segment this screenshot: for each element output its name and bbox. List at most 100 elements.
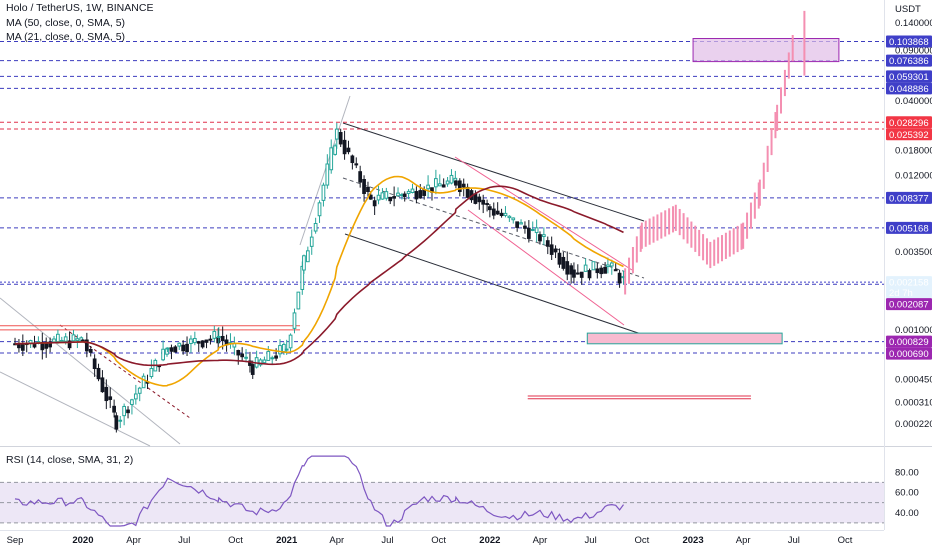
time-tick-label: Apr — [736, 535, 751, 546]
level-tag-label-6: 0.008377 — [889, 193, 929, 204]
level-tag-label-7: 0.005168 — [889, 223, 929, 234]
candle — [181, 344, 186, 352]
price-tick-label: 0.140000 — [895, 18, 932, 29]
candle — [67, 340, 72, 349]
candle — [477, 196, 482, 203]
candle — [346, 147, 351, 153]
candle — [212, 330, 217, 339]
candle — [485, 203, 489, 206]
candle — [426, 184, 430, 190]
price-tick-label: 0.040000 — [895, 96, 932, 107]
candle — [515, 221, 520, 228]
candle — [530, 228, 535, 231]
rsi-pane[interactable]: 80.00 60.00 40.00 — [0, 455, 919, 527]
time-tick-label: Jul — [178, 535, 190, 546]
level-tag-label-2: 0.059301 — [889, 72, 929, 83]
candle — [617, 272, 622, 284]
candle — [278, 345, 282, 355]
candle — [161, 348, 165, 361]
candle — [92, 358, 97, 370]
rsi-legend: RSI (14, close, SMA, 31, 2) — [6, 454, 134, 466]
level-tag-9 — [886, 298, 932, 311]
price-tick-label: 0.012000 — [895, 171, 932, 182]
candle — [196, 341, 201, 344]
candle — [366, 186, 370, 193]
candle — [329, 147, 334, 171]
time-tick-label: Oct — [228, 535, 243, 546]
candle — [334, 128, 339, 140]
candle — [250, 364, 255, 375]
candle — [56, 333, 60, 343]
candle — [81, 339, 85, 342]
level-tag-2 — [886, 70, 932, 83]
price-tick-label: 0.000220 — [895, 419, 932, 430]
pink-channel-bottom — [467, 209, 625, 326]
candle — [603, 266, 607, 274]
candle — [96, 367, 101, 380]
time-tick-label: Jul — [788, 535, 800, 546]
time-tick-label: 2020 — [72, 535, 93, 546]
candle — [599, 267, 604, 275]
candle — [579, 271, 584, 278]
rsi-line — [14, 455, 624, 527]
candle — [270, 357, 275, 360]
level-tag-7 — [886, 221, 932, 234]
candle — [457, 180, 462, 192]
level-tag-label-0: 0.103868 — [889, 37, 929, 48]
time-tick-label: Oct — [431, 535, 446, 546]
time-tick-label: Apr — [126, 535, 141, 546]
candle — [491, 208, 496, 216]
candle — [200, 340, 205, 348]
candle — [542, 234, 546, 238]
candle — [519, 222, 523, 225]
candle — [137, 387, 142, 394]
chart-title-legend: Holo / TetherUS, 1W, BINANCE — [6, 2, 154, 14]
time-tick-label: 2022 — [479, 535, 500, 546]
candle — [473, 193, 478, 204]
descending-channel-top — [342, 122, 645, 222]
candle — [354, 163, 359, 166]
time-tick-label: 2023 — [682, 535, 703, 546]
time-tick-label: Sep — [7, 535, 24, 546]
time-tick-label: Apr — [329, 535, 344, 546]
candle — [292, 312, 297, 329]
channel-2019-top — [0, 297, 181, 445]
candle — [499, 212, 504, 217]
candle — [122, 405, 127, 417]
ma21-line — [14, 175, 624, 387]
level-tag-5 — [886, 128, 932, 141]
candle — [248, 360, 252, 366]
price-tick-label: 0.018000 — [895, 145, 932, 156]
candle — [126, 409, 130, 414]
candle — [333, 145, 337, 155]
level-tag-label-9: 0.002087 — [889, 300, 929, 311]
candle — [495, 210, 500, 215]
price-axis[interactable]: 0.140000 0.090000 0.040000 0.018000 0.012000… — [884, 0, 932, 530]
candle — [118, 419, 123, 422]
candle — [441, 184, 446, 188]
candle — [572, 269, 576, 278]
candle — [63, 336, 68, 342]
candle — [133, 393, 138, 400]
level-tag-10 — [886, 335, 932, 348]
candle — [208, 338, 213, 341]
candle — [549, 244, 554, 255]
candle — [575, 272, 580, 275]
candle — [112, 405, 116, 413]
candle — [587, 270, 592, 279]
candle — [305, 250, 310, 263]
level-tag-3 — [886, 82, 932, 95]
candle — [384, 191, 389, 199]
time-axis[interactable]: Sep 2020 Apr Jul Oct 2021 Apr Jul Oct 2022 Apr Jul O… — [0, 530, 884, 547]
level-tag-11 — [886, 347, 932, 360]
candle — [216, 335, 221, 338]
candle — [284, 348, 289, 351]
time-tick-label: Oct — [634, 535, 649, 546]
candle — [350, 155, 355, 164]
candle — [511, 217, 516, 221]
candle — [274, 355, 278, 359]
candle — [481, 199, 486, 205]
candle — [262, 359, 267, 364]
